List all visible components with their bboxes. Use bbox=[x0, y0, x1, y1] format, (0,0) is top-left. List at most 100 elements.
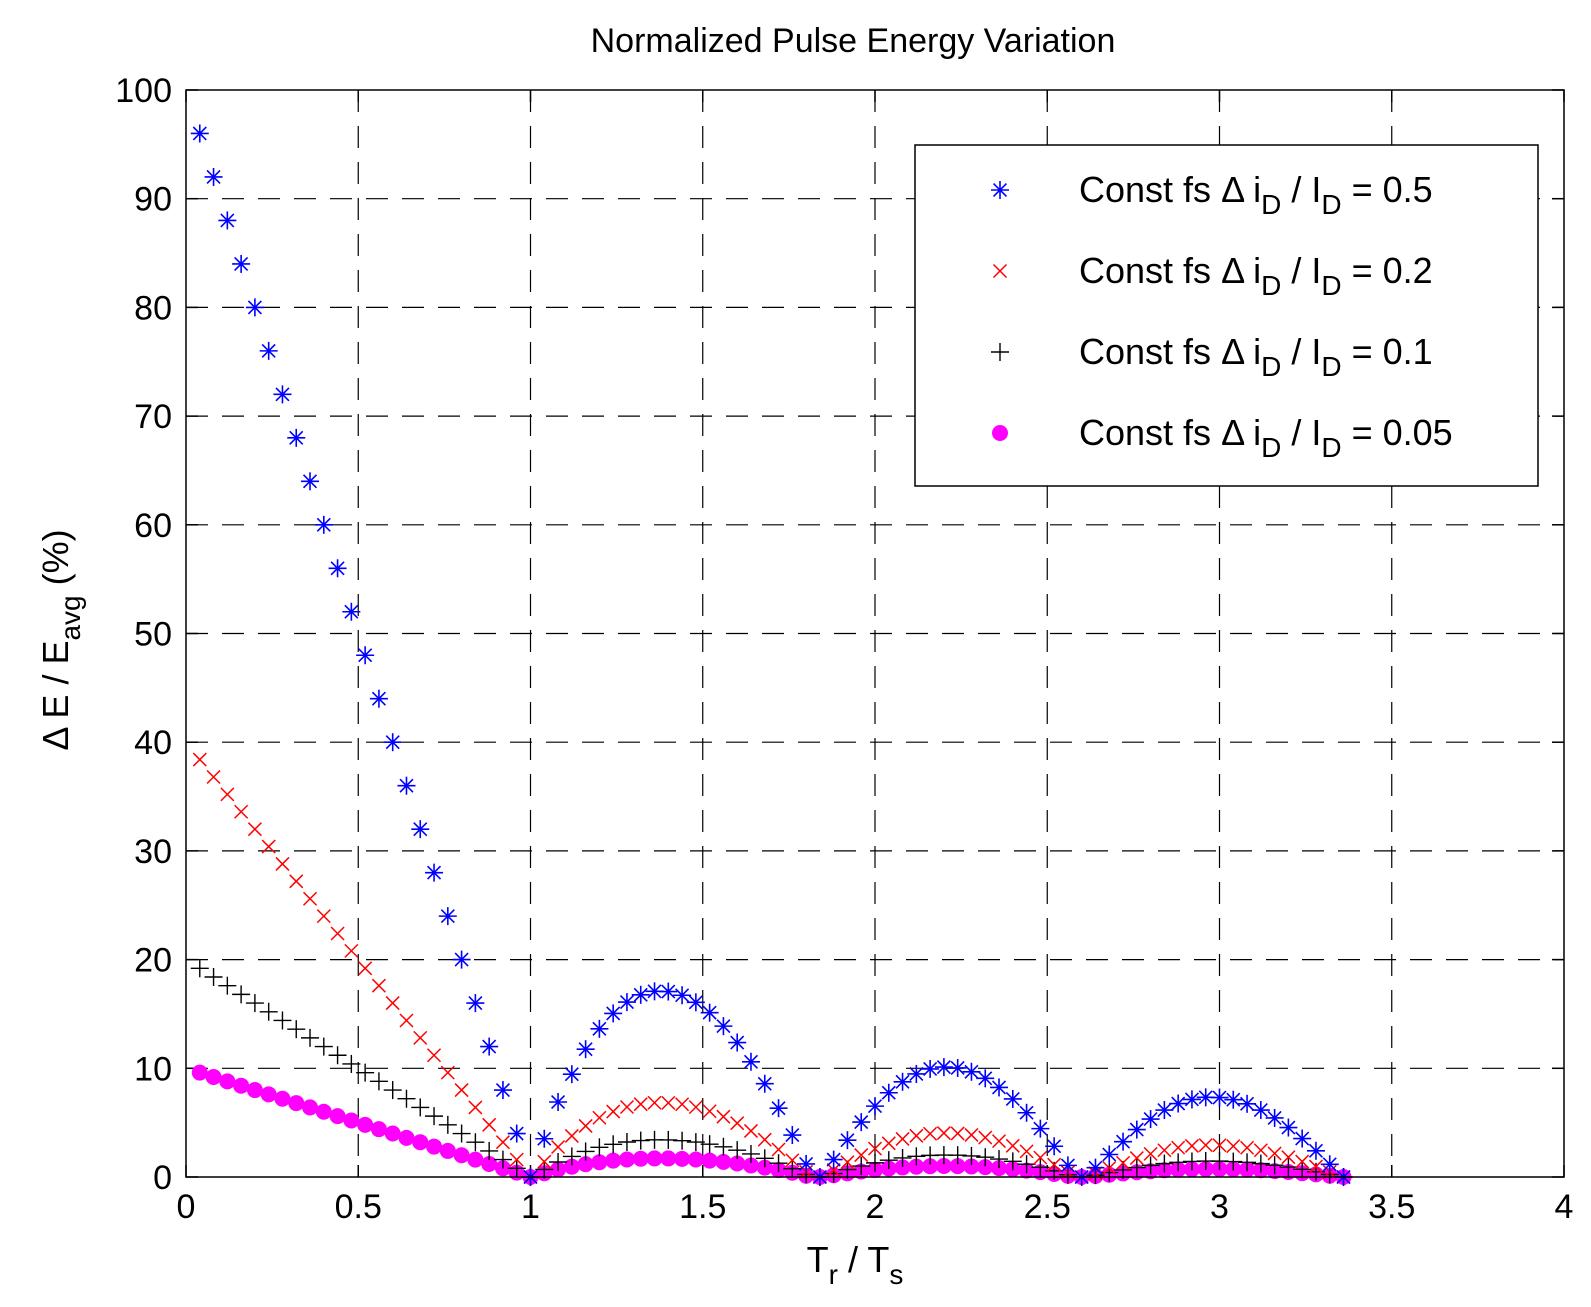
data-point bbox=[728, 1033, 747, 1052]
data-point bbox=[824, 1150, 843, 1169]
x-axis-label-main: T bbox=[807, 1239, 829, 1280]
data-point bbox=[978, 1130, 993, 1145]
legend-entries: Const fs Δ iD / ID = 0.5 Const fs Δ iD / … bbox=[991, 169, 1453, 463]
data-point bbox=[907, 1064, 926, 1083]
legend-marker bbox=[991, 343, 1009, 361]
legend-label-isub: D bbox=[1261, 189, 1281, 220]
x-tick-label: 4 bbox=[1555, 1188, 1574, 1226]
data-point bbox=[438, 1115, 457, 1134]
x-tick-label: 3.5 bbox=[1368, 1188, 1415, 1226]
data-point bbox=[895, 1131, 910, 1146]
data-point bbox=[551, 1139, 566, 1155]
data-point bbox=[948, 1058, 967, 1077]
legend-label: Const fs Δ iD / ID = 0.2 bbox=[1079, 250, 1433, 301]
data-point bbox=[1279, 1158, 1298, 1177]
y-tick-label: 20 bbox=[134, 942, 172, 980]
legend: Const fs Δ iD / ID = 0.5 Const fs Δ iD / … bbox=[914, 144, 1539, 487]
data-point bbox=[426, 1138, 443, 1155]
data-point bbox=[866, 1097, 884, 1116]
data-point bbox=[962, 1146, 981, 1165]
data-point bbox=[192, 752, 207, 767]
data-point bbox=[1141, 1110, 1160, 1129]
data-point bbox=[370, 1121, 387, 1138]
legend-entry: Const fs Δ iD / ID = 0.5 bbox=[991, 169, 1433, 220]
data-point bbox=[879, 1083, 898, 1102]
data-point bbox=[233, 1077, 250, 1094]
legend-label-mid: / I bbox=[1281, 412, 1321, 453]
data-point bbox=[1198, 1138, 1213, 1153]
data-point bbox=[358, 961, 373, 976]
data-point bbox=[1169, 1094, 1188, 1113]
legend-label-post: = 0.5 bbox=[1342, 169, 1433, 210]
data-point bbox=[343, 1112, 360, 1129]
data-point bbox=[1143, 1146, 1158, 1161]
legend-label-i: i bbox=[1243, 250, 1261, 291]
data-point bbox=[466, 1133, 485, 1152]
data-point bbox=[314, 515, 333, 534]
y-axis-label-pre: Δ E / E bbox=[35, 641, 76, 751]
data-point bbox=[342, 602, 361, 621]
data-point bbox=[287, 1020, 306, 1039]
legend-label-pre: Const fs bbox=[1079, 331, 1221, 372]
y-axis-label-post: (%) bbox=[35, 529, 76, 595]
data-point bbox=[1129, 1151, 1144, 1166]
x-tick-label: 0 bbox=[177, 1188, 196, 1226]
legend-label-i: i bbox=[1243, 169, 1261, 210]
data-point bbox=[854, 1148, 869, 1163]
data-point bbox=[879, 1151, 898, 1170]
legend-label: Const fs Δ iD / ID = 0.05 bbox=[1079, 412, 1453, 463]
data-point bbox=[659, 982, 678, 1001]
data-point bbox=[1127, 1120, 1146, 1139]
data-point bbox=[647, 1095, 662, 1110]
data-point bbox=[289, 874, 304, 889]
data-point bbox=[976, 1148, 995, 1167]
y-axis-label: Δ E / Eavg (%) bbox=[35, 529, 86, 750]
data-point bbox=[1184, 1138, 1199, 1153]
data-point bbox=[1182, 1090, 1201, 1109]
data-point bbox=[686, 1133, 705, 1152]
data-point bbox=[204, 967, 223, 986]
data-point bbox=[619, 1099, 634, 1115]
legend-label-isub: D bbox=[1261, 270, 1281, 301]
data-point bbox=[714, 1017, 733, 1036]
data-point bbox=[246, 1082, 263, 1099]
data-point bbox=[482, 1117, 497, 1132]
data-point bbox=[741, 1052, 760, 1071]
data-point bbox=[480, 1037, 499, 1056]
data-point bbox=[1320, 1155, 1339, 1174]
data-point bbox=[785, 1153, 800, 1168]
data-point bbox=[700, 1003, 719, 1022]
data-point bbox=[617, 1132, 636, 1151]
y-tick-label: 10 bbox=[134, 1050, 172, 1088]
data-point bbox=[771, 1142, 786, 1157]
data-point bbox=[259, 341, 278, 360]
data-point bbox=[275, 856, 290, 871]
data-point bbox=[769, 1099, 788, 1118]
data-point bbox=[673, 986, 692, 1005]
data-point bbox=[1100, 1163, 1119, 1182]
data-point bbox=[1019, 1144, 1034, 1159]
legend-label-mid: / I bbox=[1281, 250, 1321, 291]
x-tick-label: 0.5 bbox=[335, 1188, 382, 1226]
data-point bbox=[1253, 1143, 1268, 1158]
data-point bbox=[909, 1128, 924, 1143]
series-plus bbox=[190, 959, 1353, 1186]
data-point bbox=[234, 804, 249, 819]
data-point bbox=[330, 926, 345, 941]
data-point bbox=[576, 1142, 595, 1161]
legend-entry: Const fs Δ iD / ID = 0.2 bbox=[992, 250, 1433, 301]
y-tick-label: 60 bbox=[134, 507, 172, 545]
data-point bbox=[1224, 1152, 1243, 1171]
legend-label: Const fs Δ iD / ID = 0.5 bbox=[1079, 169, 1433, 220]
data-point bbox=[1251, 1101, 1270, 1120]
y-tick-label: 80 bbox=[134, 289, 172, 327]
data-point bbox=[576, 1040, 595, 1059]
legend-label-post: = 0.1 bbox=[1342, 331, 1433, 372]
data-point bbox=[1281, 1150, 1296, 1165]
data-point bbox=[1017, 1155, 1036, 1174]
data-point bbox=[783, 1159, 802, 1178]
data-point bbox=[743, 1123, 759, 1138]
data-point bbox=[562, 1065, 581, 1084]
data-point bbox=[923, 1126, 938, 1141]
data-point bbox=[493, 1150, 512, 1169]
